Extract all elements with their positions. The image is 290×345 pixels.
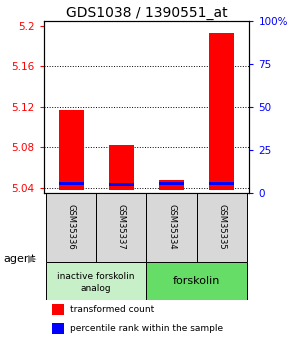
Bar — [146, 193, 197, 262]
Bar — [109, 145, 134, 190]
Text: transformed count: transformed count — [70, 305, 155, 314]
Text: ▶: ▶ — [28, 254, 36, 264]
Text: forskolin: forskolin — [173, 276, 220, 286]
Bar — [52, 304, 64, 315]
Text: GSM35336: GSM35336 — [67, 204, 76, 250]
Text: GSM35337: GSM35337 — [117, 204, 126, 250]
Bar — [52, 323, 64, 334]
Bar — [59, 110, 84, 190]
Bar — [46, 193, 96, 262]
Text: GSM35335: GSM35335 — [217, 204, 226, 250]
Text: percentile rank within the sample: percentile rank within the sample — [70, 324, 223, 333]
Bar — [159, 182, 184, 185]
Text: GSM35334: GSM35334 — [167, 204, 176, 250]
Bar — [209, 33, 234, 190]
Text: inactive forskolin: inactive forskolin — [57, 272, 135, 280]
Bar — [109, 183, 134, 186]
Title: GDS1038 / 1390551_at: GDS1038 / 1390551_at — [66, 6, 227, 20]
Bar — [46, 262, 146, 300]
Bar — [59, 182, 84, 185]
Bar — [209, 182, 234, 185]
Bar — [159, 180, 184, 190]
Bar — [197, 193, 247, 262]
Bar — [146, 262, 247, 300]
Text: agent: agent — [3, 254, 35, 264]
Text: analog: analog — [81, 284, 112, 293]
Bar — [96, 193, 146, 262]
